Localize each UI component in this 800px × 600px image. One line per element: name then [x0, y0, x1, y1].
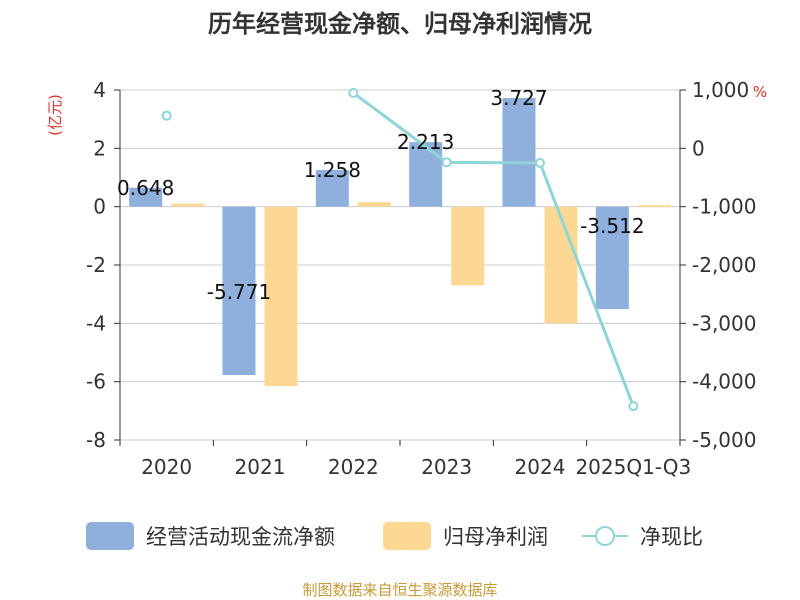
right-tick-label: -3,000	[692, 311, 756, 335]
tick-labels: 4 2 0 -2 -4 -6 -8 1,000 0 -1,000 -2,000 -3,000 -4,00…	[86, 78, 756, 479]
bars	[129, 97, 671, 387]
legend-label-netprofit: 归母净利润	[443, 525, 548, 549]
x-tick-label: 2022	[328, 455, 379, 479]
chart-title: 历年经营现金净额、归母净利润情况	[208, 10, 592, 38]
ratio-point	[348, 87, 359, 98]
x-tick-label: 2023	[421, 455, 472, 479]
data-label: -5.771	[207, 280, 271, 304]
left-tick-label: -4	[86, 311, 106, 335]
right-tick-label: -5,000	[692, 428, 756, 452]
legend-swatch-cashflow	[86, 522, 134, 550]
x-tick-label: 2021	[235, 455, 286, 479]
bar-cashflow	[502, 97, 536, 207]
bar-netprofit	[264, 206, 298, 387]
right-tick-label: -2,000	[692, 253, 756, 277]
ratio-point	[535, 157, 545, 168]
bar-netprofit	[357, 202, 391, 207]
data-label: -3.512	[580, 214, 644, 238]
data-label: 0.648	[117, 176, 174, 200]
ratio-point	[441, 157, 452, 168]
axes	[114, 89, 686, 446]
right-tick-label: -4,000	[692, 370, 756, 394]
data-label: 3.727	[490, 86, 547, 110]
left-tick-label: 0	[93, 195, 106, 219]
bar-netprofit	[637, 205, 671, 208]
bar-cashflow	[315, 169, 349, 207]
legend-label-ratio: 净现比	[640, 525, 703, 549]
left-tick-label: 4	[93, 78, 106, 102]
right-axis-unit: %	[753, 83, 767, 101]
data-label: 1.258	[304, 158, 361, 182]
right-tick-label: 0	[692, 136, 705, 160]
left-tick-label: -2	[86, 253, 106, 277]
data-labels: 0.648 -5.771 1.258 2.213 3.727 -3.512	[117, 86, 645, 304]
bar-cashflow	[222, 206, 256, 375]
left-tick-label: -8	[86, 428, 106, 452]
legend: 经营活动现金流净额 归母净利润 净现比	[86, 522, 703, 550]
ratio-point	[628, 401, 639, 412]
bar-cashflow	[595, 206, 629, 310]
x-tick-label: 2020	[141, 455, 192, 479]
bar-cashflow	[409, 142, 443, 207]
right-tick-label: -1,000	[692, 195, 756, 219]
bar-netprofit	[451, 206, 485, 286]
left-tick-label: 2	[93, 136, 106, 160]
legend-marker-ratio	[595, 526, 615, 546]
source-note: 制图数据来自恒生聚源数据库	[302, 581, 497, 599]
left-tick-label: -6	[86, 370, 106, 394]
bar-netprofit	[544, 206, 578, 324]
ratio-point	[161, 110, 172, 121]
bar-cashflow	[129, 187, 163, 207]
right-tick-label: 1,000	[692, 78, 749, 102]
bar-netprofit	[171, 203, 205, 207]
data-label: 2.213	[397, 130, 454, 154]
x-tick-label: 2024	[515, 455, 566, 479]
left-axis-unit: (亿元)	[46, 94, 64, 136]
ratio-line-segment	[352, 91, 635, 407]
ratio-line	[161, 87, 639, 412]
x-tick-label: 2025Q1-Q3	[575, 455, 691, 479]
legend-swatch-netprofit	[383, 522, 431, 550]
legend-label-cashflow: 经营活动现金流净额	[146, 525, 335, 549]
